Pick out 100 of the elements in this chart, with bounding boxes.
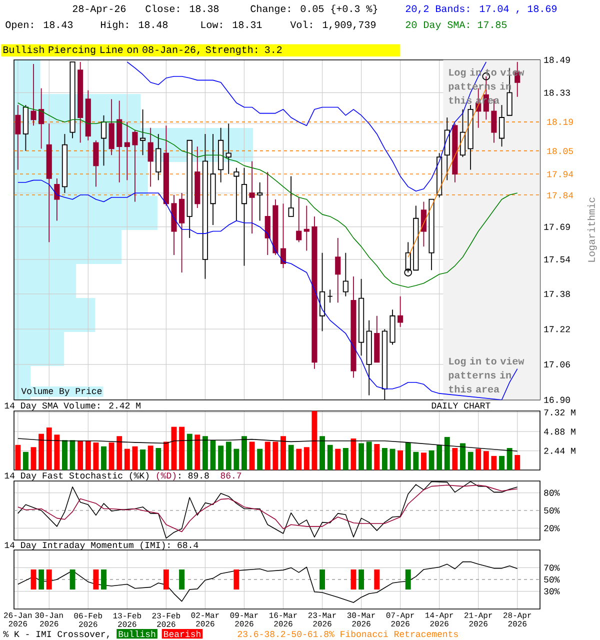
bar [390, 448, 396, 470]
candlestick [30, 64, 36, 126]
text: Change: 0.05 {+0.3 %} [250, 4, 378, 14]
bar [62, 440, 68, 470]
candlestick [460, 108, 466, 158]
bar [124, 448, 130, 470]
bar [218, 446, 224, 470]
x-tick-label: 07-Apr 2026 [386, 612, 414, 626]
text: 28-Apr-26 [72, 5, 126, 14]
text: DAILY CHART [432, 402, 490, 409]
y-tick-label: 17.06 [544, 361, 570, 368]
bar [38, 434, 44, 470]
y-tick-label: 17.22 [544, 326, 570, 332]
bar [194, 434, 200, 470]
bar [264, 442, 270, 470]
text: % K - IMI Crossover, [3, 630, 109, 639]
chart-title: 14 Day SMA Volume: 2.42 M [4, 402, 140, 410]
y-tick-label: 2.44 M [544, 448, 576, 454]
text: 20,2 Bands: 17.04 , 18.69 [406, 4, 557, 14]
bar [327, 444, 333, 470]
candlestick [249, 160, 255, 234]
bar [436, 444, 442, 470]
y-tick-label: 16.90 [544, 396, 570, 403]
candlestick [100, 114, 107, 166]
candlestick [304, 205, 310, 252]
candlestick [296, 196, 302, 243]
bar [108, 442, 114, 470]
bar [420, 452, 426, 470]
x-tick-label: 02-Mar 2026 [191, 612, 219, 626]
bar [140, 450, 146, 470]
candlestick [398, 296, 404, 328]
y-axis-title: Logarithmic [588, 198, 597, 262]
x-tick-label: 09-Mar 2026 [230, 612, 258, 626]
candlestick [124, 122, 130, 181]
ref-line-label: 17.84 [547, 192, 574, 198]
bar [468, 452, 474, 470]
x-tick-label: 23-Mar 2026 [308, 612, 336, 626]
candlestick [93, 140, 99, 188]
bar [249, 442, 255, 470]
bar [304, 447, 310, 470]
candlestick [420, 201, 427, 248]
bar [132, 446, 138, 470]
text: 20 Day SMA: 17.85 [406, 21, 507, 30]
bar [491, 456, 497, 470]
bar [280, 436, 286, 470]
bar [93, 442, 99, 470]
bar [78, 440, 84, 470]
text: High: 18.48 [100, 20, 168, 30]
bar [226, 442, 232, 470]
candlestick [498, 104, 505, 148]
bar [382, 448, 388, 470]
x-tick-label: 28-Apr 2026 [504, 612, 532, 626]
y-tick-label: 70% [544, 564, 560, 571]
candlestick [132, 130, 138, 202]
x-tick-label: 16-Mar 2026 [269, 612, 297, 626]
bar [272, 442, 278, 470]
text: Bearish [164, 630, 200, 638]
candlestick [234, 167, 240, 222]
text: 86.7 [220, 472, 242, 479]
bar [499, 456, 504, 470]
bar [358, 443, 364, 470]
bar [234, 448, 240, 470]
bar [179, 426, 185, 470]
y-tick-label: 7.32 M [544, 409, 576, 416]
candlestick [264, 171, 270, 256]
text: Low: 18.31 [201, 21, 262, 28]
candlestick [156, 134, 162, 181]
bar [460, 443, 466, 470]
chart-title: 14 Day Intraday Momentum (IMI): 68.4 [4, 541, 198, 550]
x-tick-label: 21-Apr 2026 [464, 612, 492, 626]
text: 23.6-38.2-50-61.8% Fibonacci Retracements [238, 630, 458, 638]
bar [514, 455, 520, 470]
bar [288, 444, 294, 470]
bar [15, 444, 21, 470]
bar [210, 440, 216, 470]
bar [46, 428, 52, 470]
annotation: Log in to view patterns in this area [448, 357, 524, 393]
bar [116, 436, 122, 470]
candlestick [241, 167, 248, 266]
bar [148, 446, 154, 470]
bar [444, 436, 450, 470]
candlestick [54, 178, 60, 222]
y-tick-label: 50% [544, 576, 560, 583]
bar [202, 436, 208, 470]
text: Bullish [118, 630, 156, 638]
y-tick-label: 17.69 [544, 224, 570, 230]
bar [22, 452, 28, 470]
candlestick [178, 192, 185, 273]
bar [413, 452, 419, 470]
text: Vol: 1,909,739 [290, 20, 376, 30]
candlestick [226, 123, 232, 174]
bar [257, 448, 263, 470]
y-tick-label: 17.54 [544, 256, 570, 262]
ref-line-label: 18.19 [547, 118, 573, 125]
y-tick-label: 18.33 [544, 90, 570, 96]
y-tick-label: 30% [544, 588, 560, 594]
candlestick [335, 238, 341, 304]
bar [296, 448, 302, 470]
chart-title: 14 Day Fast Stochastic (%K) [4, 472, 148, 480]
bar [342, 448, 348, 470]
